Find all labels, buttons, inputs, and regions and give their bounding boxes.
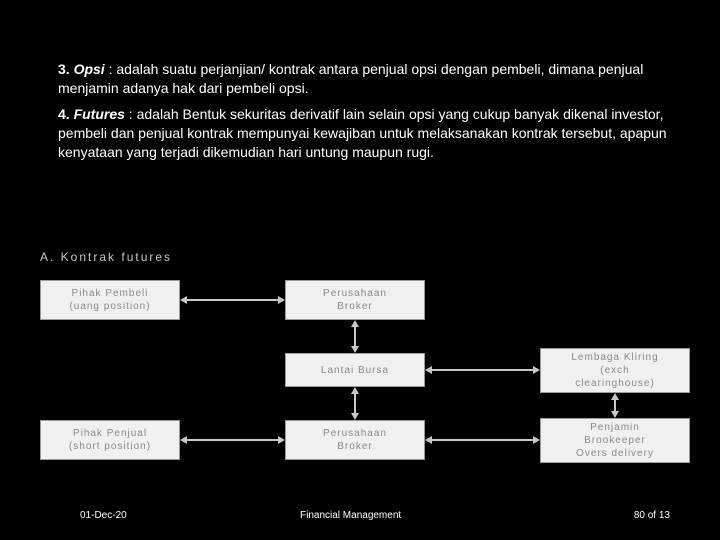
- box-seller-l2: (short position): [69, 440, 151, 453]
- box-broker1-l2: Broker: [337, 300, 372, 313]
- arrow-head: [611, 393, 619, 400]
- arrow-head: [533, 366, 540, 374]
- arrow-head: [425, 436, 432, 444]
- box-floor: Lantai Bursa: [285, 353, 425, 387]
- box-guarantee-l2: Brookeeper: [584, 434, 646, 447]
- arrow-broker-floor-top: [354, 327, 356, 346]
- arrow-head: [278, 296, 285, 304]
- box-buyer-l1: Pihak Pembeli: [72, 287, 149, 300]
- footer-date: 01-Dec-20: [80, 510, 127, 521]
- box-floor-l1: Lantai Bursa: [321, 364, 389, 377]
- box-clearing-l2: (exch: [600, 364, 629, 377]
- arrow-head: [611, 411, 619, 418]
- box-broker2-l1: Perusahaan: [323, 427, 387, 440]
- box-clearing: Lembaga Kliring (exch clearinghouse): [540, 348, 690, 393]
- paragraph-futures: 4. Futures : adalah Bentuk sekuritas der…: [58, 105, 683, 162]
- arrow-seller-broker: [187, 439, 278, 441]
- box-guarantee-l3: Overs delivery: [576, 447, 654, 460]
- box-guarantee-l1: Penjamin: [590, 421, 640, 434]
- p4-term: Futures: [74, 106, 125, 122]
- arrow-head: [180, 296, 187, 304]
- arrow-head: [533, 436, 540, 444]
- paragraph-opsi: 3. Opsi : adalah suatu perjanjian/ kontr…: [58, 60, 668, 98]
- box-buyer-l2: (uang position): [69, 300, 150, 313]
- box-broker-bottom: Perusahaan Broker: [285, 420, 425, 460]
- box-broker2-l2: Broker: [337, 440, 372, 453]
- arrow-floor-clearing: [432, 369, 533, 371]
- arrow-buyer-broker: [187, 299, 278, 301]
- box-broker1-l1: Perusahaan: [323, 287, 387, 300]
- arrow-head: [351, 413, 359, 420]
- box-seller: Pihak Penjual (short position): [40, 420, 180, 460]
- box-broker-top: Perusahaan Broker: [285, 280, 425, 320]
- footer-page: 80 of 13: [634, 510, 670, 521]
- p4-body: : adalah Bentuk sekuritas derivatif lain…: [58, 106, 667, 160]
- arrow-head: [351, 346, 359, 353]
- box-seller-l1: Pihak Penjual: [73, 427, 147, 440]
- box-clearing-l3: clearinghouse): [575, 377, 655, 390]
- p3-body: : adalah suatu perjanjian/ kontrak antar…: [58, 61, 643, 96]
- box-buyer: Pihak Pembeli (uang position): [40, 280, 180, 320]
- section-title: A. Kontrak futures: [40, 250, 172, 264]
- footer-title: Financial Management: [300, 510, 401, 521]
- arrow-head: [278, 436, 285, 444]
- arrow-head: [180, 436, 187, 444]
- arrow-head: [425, 366, 432, 374]
- arrow-head: [351, 387, 359, 394]
- box-guarantee: Penjamin Brookeeper Overs delivery: [540, 418, 690, 463]
- arrow-head: [351, 320, 359, 327]
- p3-num: 3.: [58, 61, 74, 77]
- p4-num: 4.: [58, 106, 74, 122]
- p3-term: Opsi: [74, 61, 105, 77]
- box-clearing-l1: Lembaga Kliring: [571, 351, 658, 364]
- arrow-broker-guarantee: [432, 439, 533, 441]
- arrow-floor-broker-bottom: [354, 394, 356, 413]
